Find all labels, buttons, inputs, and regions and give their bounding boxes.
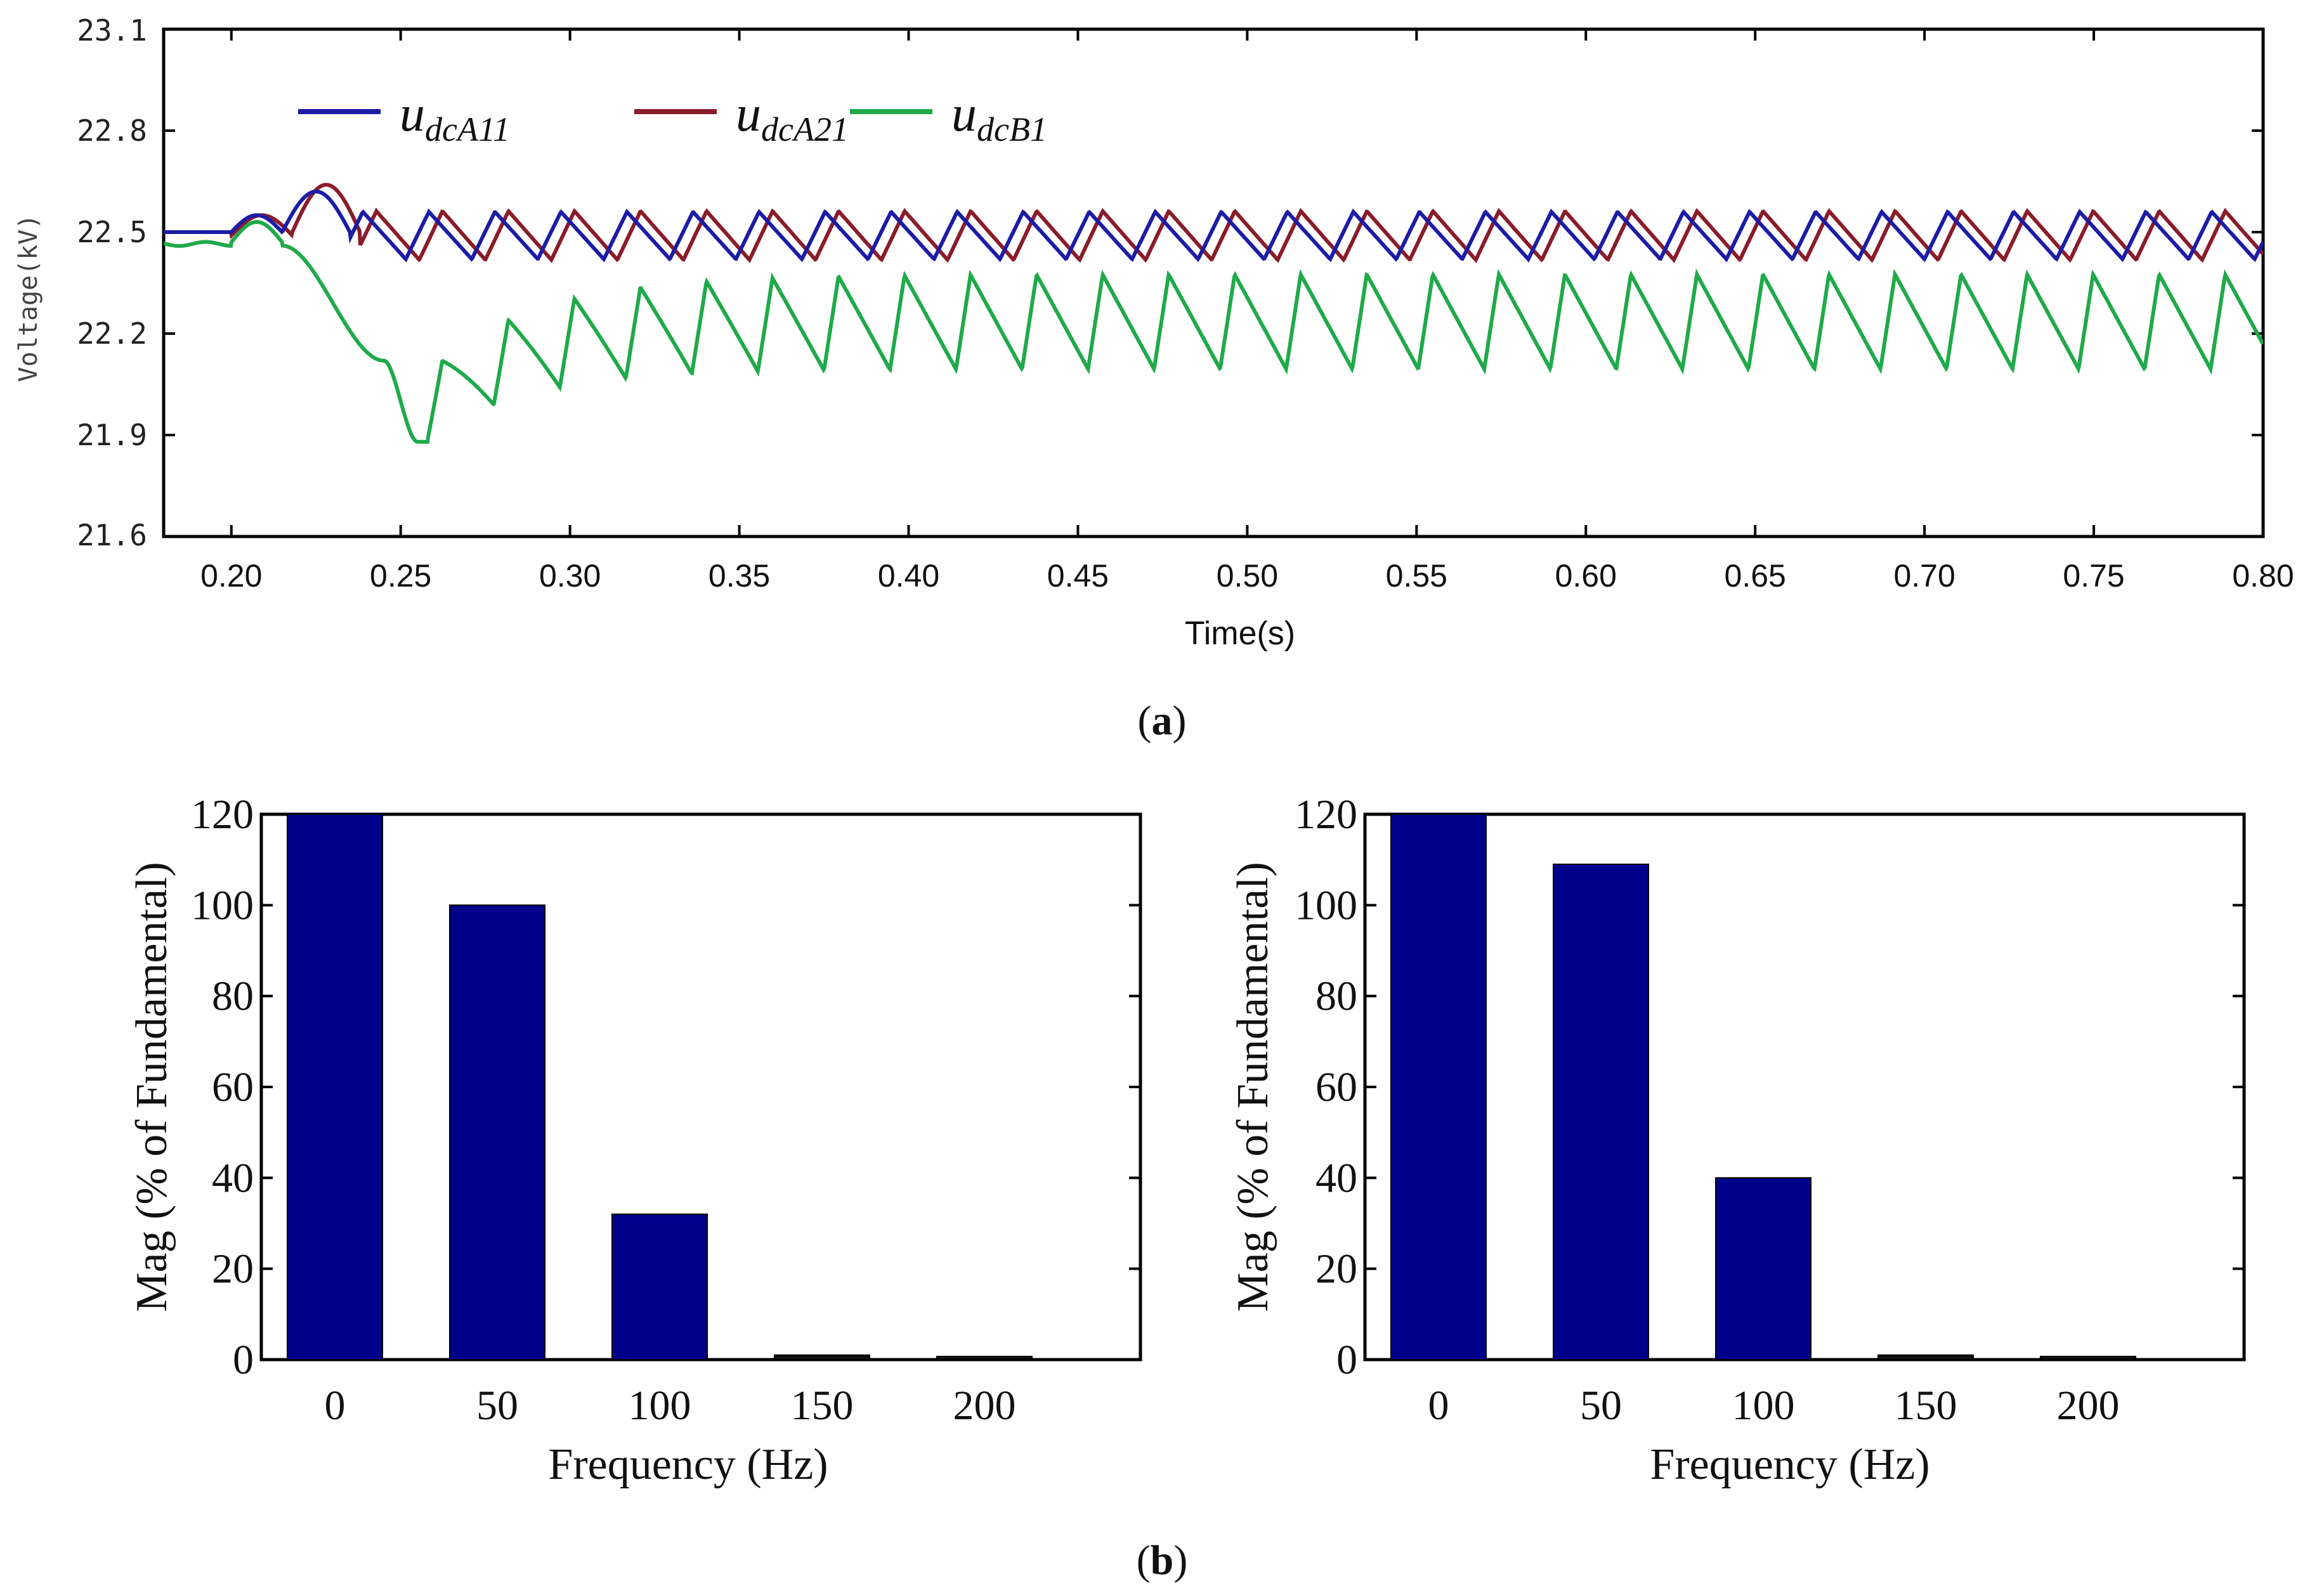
legend-label-udcA21: udcA21 [736, 86, 849, 148]
y-axis-label-b1: Mag (% of Fundamental) [127, 862, 176, 1312]
bar-200hz [936, 1356, 1033, 1360]
x-tick-label-a: 0.30 [539, 558, 601, 594]
x-tick-label-b2: 150 [1895, 1382, 1957, 1429]
y-axis-label-a: Voltage(kV) [14, 214, 43, 382]
x-tick-label-b1: 50 [476, 1382, 518, 1429]
bar-50hz [1553, 863, 1649, 1361]
y-tick-label-b1: 0 [233, 1337, 254, 1383]
x-tick-label-b1: 0 [325, 1382, 346, 1429]
bar-150hz [1877, 1354, 1974, 1360]
x-tick-label-a: 0.70 [1893, 558, 1955, 594]
y-tick-label-b1: 80 [212, 973, 254, 1020]
y-tick-label-a: 22.8 [77, 114, 147, 148]
spectrum-bar-chart-right: 0 50 100 150 200 0 20 40 60 80 100 120 Frequency (H… [1229, 791, 2246, 1489]
x-tick-label-b2: 0 [1428, 1382, 1449, 1429]
x-tick-label-a: 0.55 [1386, 558, 1447, 594]
y-tick-label-a: 21.9 [77, 418, 147, 452]
y-tick-label-a: 21.6 [77, 518, 147, 552]
legend-label-udcB1: udcB1 [951, 86, 1047, 148]
legend-label-udcA11: udcA11 [400, 86, 510, 148]
x-tick-label-b1: 200 [953, 1382, 1016, 1429]
x-tick-label-a: 0.80 [2232, 558, 2294, 594]
x-tick-label-a: 0.45 [1047, 558, 1109, 594]
x-tick-label-a: 0.50 [1217, 558, 1278, 594]
voltage-line-chart: 23.1 22.8 22.5 22.2 21.9 21.6 0.20 0.25 0.30 0.3… [14, 13, 2294, 652]
x-tick-label-b1: 150 [791, 1382, 854, 1429]
series-lines [164, 183, 2263, 444]
y-tick-label-b2: 80 [1315, 973, 1357, 1020]
x-tick-label-b1: 100 [629, 1382, 691, 1429]
x-tick-label-a: 0.65 [1725, 558, 1786, 594]
x-axis-label-a: Time(s) [1185, 615, 1295, 652]
plot-area-frame-a [162, 27, 2265, 538]
x-ticks-a: 0.20 0.25 0.30 0.35 0.40 0.45 0.50 0.55 0.60 0.65… [200, 29, 2294, 594]
x-tick-label-a: 0.20 [200, 558, 262, 594]
series-line-udcB1 [164, 220, 2263, 444]
bars-b2 [1390, 814, 2136, 1361]
panel-label-b: (b) [1137, 1537, 1188, 1583]
y-tick-label-a: 23.1 [77, 13, 147, 48]
x-tick-label-a: 0.75 [2063, 558, 2124, 594]
x-tick-label-a: 0.60 [1555, 558, 1617, 594]
y-tick-label-b2: 20 [1315, 1246, 1357, 1292]
y-tick-label-b2: 100 [1295, 882, 1357, 928]
bar-50hz [449, 904, 545, 1361]
legend-subscript: dcA11 [425, 110, 510, 148]
spectrum-bar-chart-left: 0 50 100 150 200 0 20 40 60 80 100 120 Frequency (H… [127, 791, 1142, 1489]
x-tick-label-a: 0.40 [878, 558, 939, 594]
x-axis-label-b1: Frequency (Hz) [548, 1440, 828, 1489]
y-tick-label-b2: 0 [1336, 1337, 1357, 1383]
y-tick-label-b1: 60 [212, 1064, 254, 1110]
ticks-b1: 0 50 100 150 200 0 20 40 60 80 100 120 [191, 791, 1140, 1429]
legend-base: u [951, 86, 977, 142]
legend-base: u [400, 86, 425, 142]
bar-100hz [1715, 1177, 1812, 1361]
y-ticks-a: 23.1 22.8 22.5 22.2 21.9 21.6 [77, 13, 2263, 552]
bars-b1 [287, 814, 1033, 1361]
x-tick-label-a: 0.25 [370, 558, 431, 594]
x-tick-label-b2: 100 [1732, 1382, 1795, 1429]
legend-subscript: dcB1 [977, 110, 1047, 148]
legend: udcA11 udcA21 udcB1 [298, 86, 1047, 148]
panel-label-a: (a) [1138, 698, 1187, 744]
y-tick-label-b1: 100 [191, 882, 254, 928]
series-line-udcA11 [164, 190, 2263, 263]
x-tick-label-b2: 200 [2057, 1382, 2120, 1429]
y-tick-label-b2: 120 [1295, 791, 1357, 838]
bar-150hz [774, 1354, 870, 1360]
bar-0hz [1390, 814, 1487, 1360]
y-tick-label-a: 22.5 [77, 215, 147, 249]
y-tick-label-b1: 20 [212, 1246, 254, 1292]
bar-100hz [611, 1213, 708, 1360]
x-tick-label-a: 0.35 [708, 558, 770, 594]
y-tick-label-a: 22.2 [77, 316, 147, 351]
x-axis-label-b2: Frequency (Hz) [1650, 1440, 1929, 1489]
x-tick-label-b2: 50 [1580, 1382, 1622, 1429]
y-axis-label-b2: Mag (% of Fundamental) [1229, 862, 1277, 1312]
series-line-udcA21 [164, 183, 2263, 264]
y-tick-label-b1: 120 [191, 791, 254, 838]
panel-letter-a: a [1152, 698, 1173, 744]
bar-200hz [2040, 1356, 2136, 1360]
y-tick-label-b2: 60 [1315, 1064, 1357, 1110]
y-tick-label-b2: 40 [1315, 1155, 1357, 1201]
panel-letter-b: b [1151, 1537, 1174, 1583]
ticks-b2: 0 50 100 150 200 0 20 40 60 80 100 120 [1295, 791, 2244, 1429]
legend-base: u [736, 86, 761, 142]
bar-0hz [287, 814, 383, 1360]
legend-subscript: dcA21 [761, 110, 849, 148]
y-tick-label-b1: 40 [212, 1155, 254, 1201]
